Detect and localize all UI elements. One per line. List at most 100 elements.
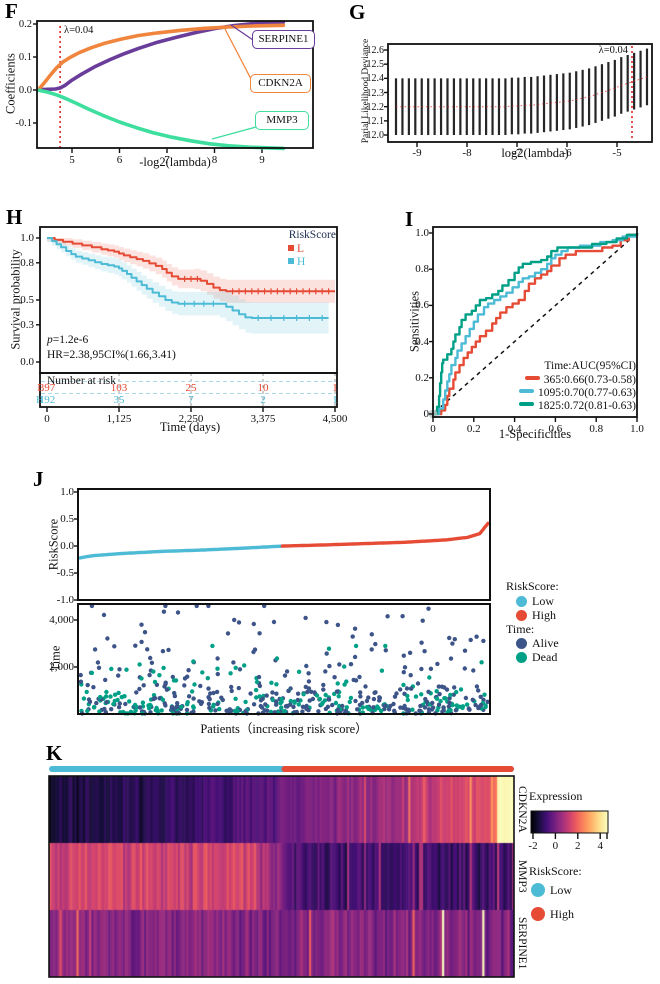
i-legend-label-1095: 1095:0.70(0.77-0.63) [537,387,636,399]
axis-tick-label: -5 [612,147,622,159]
axis-tick-label: 0.4 [415,335,429,348]
k-legend-item-high: High [531,907,574,922]
axis-tick-label: -7 [512,147,522,159]
axis-tick-label: -0.5 [56,567,74,579]
axis-tick-label: 2,000 [49,661,74,673]
axis-tick-label: 1.0 [415,227,429,239]
axis-tick-label: 6 [116,154,123,166]
j-legend-item-dead: Dead [516,650,557,665]
axis-tick-label: -8 [462,147,472,159]
axis-tick-label: 0.0 [18,85,32,96]
j-legend-risk-title: RiskScore: [506,579,559,593]
axis-tick-label: 0.5 [20,294,34,306]
axis-tick-label: 0.8 [589,423,604,435]
axis-tick-label: -9 [412,147,422,159]
axis-tick-label: 4,500 [322,413,348,425]
i-legend-item-365: 365:0.66(0.73-0.58) [470,374,636,386]
risk-table-value: 1 [332,394,338,406]
h-legend-label-H: H [297,256,306,268]
i-legend-dash-365 [524,376,540,380]
axis-tick-label: 12.4 [366,73,385,85]
panel-letter-G: G [349,0,366,24]
k-legend-label-low: Low [550,883,572,897]
risk-table-value: 35 [113,394,125,406]
risk-table-value: 7 [188,394,194,406]
i-legend-label-1825: 1825:0.72(0.81-0.63) [537,400,636,412]
axis-tick-label: 1.0 [20,232,34,244]
axis-tick-label: -0.1 [15,118,32,129]
risk-table-value: 10 [257,382,269,394]
risk-table-value: 397 [38,382,56,394]
k-row-label-serpine1: SERPINE1 [516,917,528,970]
axis-tick-label: 12.5 [366,59,385,71]
axis-tick-label: 2 [575,840,581,852]
axis-tick-label: 0.6 [548,423,563,435]
axis-tick-label: 12.2 [366,101,385,113]
h-legend-label-L: L [297,243,305,255]
axis-tick-label: 0 [552,840,559,852]
h-hazard-ratio: HR=2.38,95CI%(1.66,3.41) [47,349,176,361]
k-legend-item-low: Low [531,883,572,898]
g-x-axis-label: log2(lambda) [501,146,569,160]
axis-tick-label: 0.2 [415,371,429,384]
h-legend-item-H: H [288,256,305,268]
axis-tick-label: 0.2 [18,19,32,30]
i-legend-item-1825: 1825:0.72(0.81-0.63) [470,400,636,412]
j-legend-item-low: Low [516,594,554,609]
panel-letter-J: J [33,467,44,491]
risk-table-value: 25 [185,382,197,394]
g-lambda-annotation: λ=0.04 [598,45,628,56]
risk-table-value: 1 [332,382,338,394]
j-legend-time-title: Time: [506,622,535,636]
axis-tick-label: 12.3 [366,87,385,99]
axis-tick-label: -1.0 [56,594,74,606]
axis-tick-label: 0.2 [466,423,481,435]
axis-tick-label: 0.3 [20,318,34,331]
j-x-axis-label: Patients（increasing risk score） [200,722,368,736]
axis-tick-label: 8 [211,154,218,166]
j-legend-circle-low [516,596,527,607]
axis-tick-label: 3,375 [250,413,276,425]
axis-tick-label: 9 [259,154,265,166]
i-legend-item-1095: 1095:0.70(0.77-0.63) [470,387,636,399]
risk-table-value: 103 [110,382,128,394]
i-legend-dash-1095 [518,389,534,393]
j-legend-circle-high [516,610,527,621]
axis-tick-label: 12.0 [366,130,385,142]
gene-label-cdkn2a: CDKN2A [250,74,311,93]
axis-tick-label: 2,250 [178,413,204,425]
h-risk-table-title: Number at risk [47,375,116,387]
j-legend-label-dead: Dead [532,650,558,664]
axis-tick-label: 4 [597,840,603,852]
risk-table-row-label: H [36,394,44,406]
k-row-label-mmp3: MMP3 [516,860,528,893]
panel-letter-K: K [46,741,63,765]
axis-tick-label: -6 [562,147,572,159]
h-legend-item-L: L [288,243,304,255]
k-legend-circle-low [531,883,545,897]
j-legend-label-low: Low [532,594,554,608]
k-legend-label-high: High [550,907,574,921]
j-legend-circle-dead [516,652,527,663]
h-x-axis-label: Time (days) [159,420,221,434]
axis-tick-label: 4,000 [49,614,74,626]
axis-tick-label: 0 [44,413,50,425]
axis-tick-label: 0.4 [507,423,522,435]
i-x-axis-label: 1-Specificities [498,427,572,441]
risk-table-value: 192 [38,394,56,406]
h-pvalue-symbol: p [47,334,53,346]
gene-label-mmp3: MMP3 [255,111,309,130]
axis-tick-label: 0.5 [60,513,74,525]
f-x-axis-label: -log2(lambda) [139,155,211,169]
h-legend-swatch-L [288,245,294,251]
k-row-label-cdkn2a: CDKN2A [516,786,528,833]
k-legend-circle-high [531,907,545,921]
j-legend-item-high: High [516,608,556,623]
j-legend-label-alive: Alive [532,636,559,650]
axis-tick-label: 0.1 [18,52,32,63]
j-legend-item-alive: Alive [516,636,559,651]
h-legend-title: RiskScore [288,229,336,241]
axis-tick-label: 12.6 [366,45,385,56]
